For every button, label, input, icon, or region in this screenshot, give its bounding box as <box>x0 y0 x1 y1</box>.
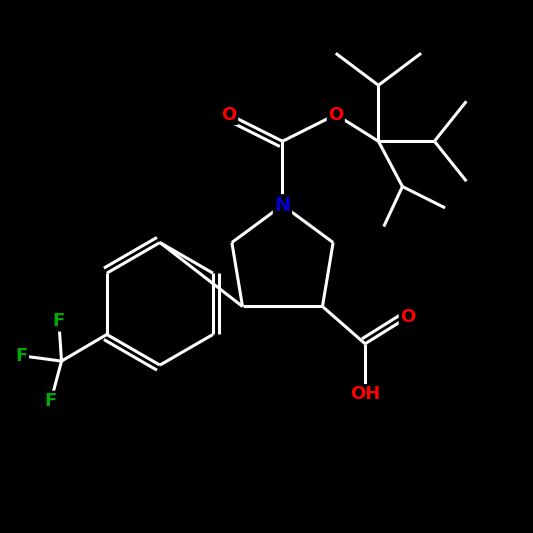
Text: O: O <box>222 106 237 124</box>
Text: F: F <box>15 347 28 365</box>
Text: OH: OH <box>350 385 380 403</box>
Text: O: O <box>400 308 415 326</box>
Text: F: F <box>53 312 65 330</box>
Text: F: F <box>45 392 57 410</box>
Text: O: O <box>328 106 343 124</box>
Text: N: N <box>274 196 290 215</box>
